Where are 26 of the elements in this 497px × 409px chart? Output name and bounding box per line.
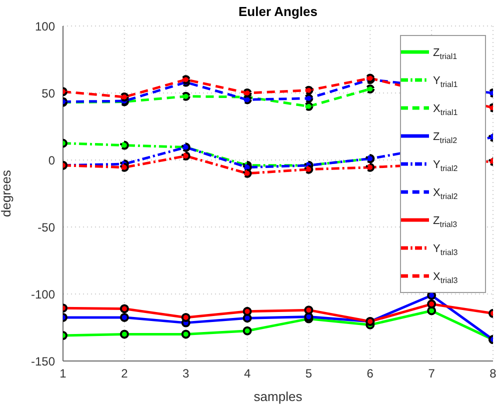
x-tick-label: 2: [121, 366, 128, 381]
x-axis-title: samples: [254, 389, 303, 404]
legend-label: X$_{trial3}$: [433, 271, 458, 286]
legend-label: Y$_{trial3}$: [433, 243, 458, 258]
y-tick-label: -150: [30, 354, 56, 368]
legend-label: Z$_{trial1}$: [433, 47, 458, 62]
legend-label: X$_{trial2}$: [433, 187, 458, 202]
legend-label: Z$_{trial2}$: [433, 131, 458, 146]
legend-label: X$_{trial1}$: [433, 103, 458, 118]
x-tick-label: 5: [305, 366, 312, 381]
y-tick-label: -50: [38, 220, 56, 234]
y-tick-label: 100: [34, 19, 56, 34]
legend-label: Z$_{trial3}$: [433, 215, 458, 230]
x-tick-label: 7: [428, 366, 436, 381]
chart-title: Euler Angles: [238, 4, 318, 19]
y-tick-label: 0: [48, 153, 56, 168]
x-tick-label: 6: [366, 366, 374, 381]
legend-label: Y$_{trial1}$: [433, 75, 458, 90]
x-tick-label: 8: [490, 366, 497, 381]
x-tick-label: 4: [244, 366, 251, 381]
x-tick-label: 3: [182, 366, 190, 381]
x-tick-label: 1: [60, 366, 67, 381]
y-axis-title: degrees: [0, 170, 14, 217]
legend-label: Y$_{trial2}$: [433, 159, 458, 174]
y-tick-label: 50: [42, 86, 56, 100]
y-tick-label: -100: [30, 287, 56, 302]
